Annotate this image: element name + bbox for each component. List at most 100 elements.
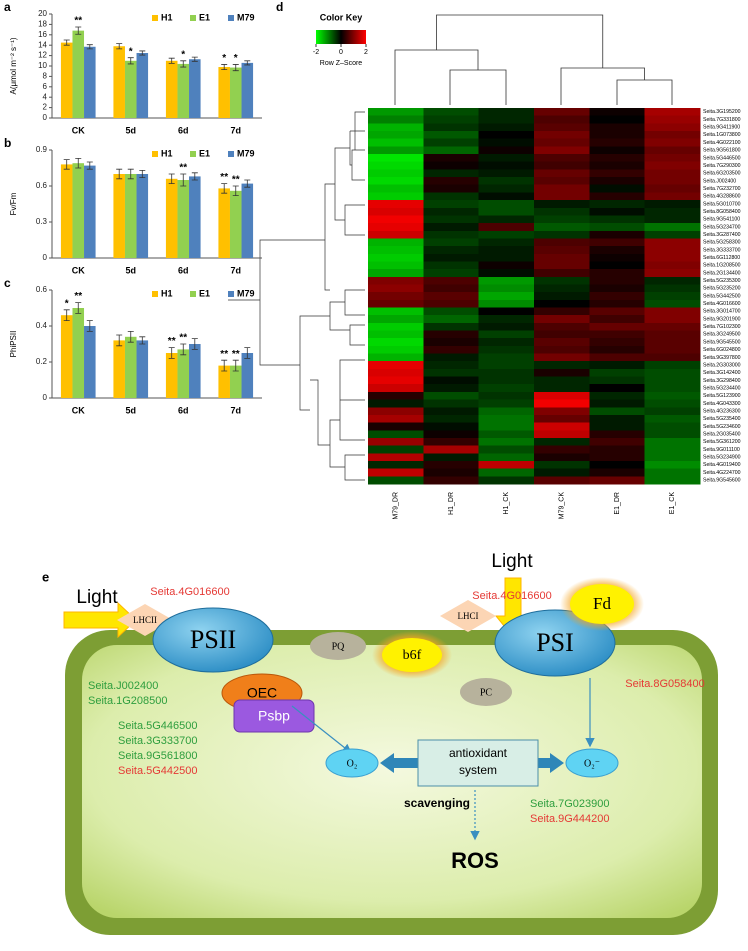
- heatmap-cell: [644, 115, 701, 124]
- heatmap-cell: [589, 276, 645, 285]
- heatmap-cell: [644, 422, 701, 431]
- heatmap-cell: [534, 453, 590, 462]
- heatmap-cell: [423, 330, 479, 339]
- heatmap-cell: [368, 430, 424, 439]
- key-label: Row Z–Score: [320, 60, 363, 67]
- heatmap-cell: [534, 292, 590, 301]
- heatmap-cell: [478, 246, 535, 255]
- heatmap-cell: [423, 468, 479, 477]
- legend-swatch: [228, 291, 234, 297]
- heatmap-cell: [644, 315, 701, 324]
- gene-label: Seita.8G058400: [625, 678, 705, 690]
- heatmap-cell: [368, 445, 424, 454]
- cell-interior: [82, 645, 702, 918]
- gene-label: Seita.1G208500: [88, 695, 168, 707]
- heatmap-cell: [589, 138, 645, 147]
- row-label: Seita.9G545600: [703, 478, 741, 484]
- row-label: Seita.4G043300: [703, 401, 741, 407]
- heatmap-cell: [478, 391, 535, 400]
- heatmap-cell: [644, 123, 701, 132]
- error-bar: [63, 159, 70, 170]
- heatmap-cell: [368, 223, 424, 232]
- gene-label: Seita.3G333700: [118, 735, 198, 747]
- heatmap-cell: [644, 345, 701, 354]
- heatmap-cell: [478, 238, 535, 247]
- gene-label: Seita.J002400: [88, 680, 158, 692]
- heatmap-cell: [644, 468, 701, 477]
- row-label: Seita.7G331800: [703, 117, 741, 123]
- heatmap-cell: [534, 276, 590, 285]
- y-tick-label: 12: [38, 51, 47, 60]
- heatmap-cell: [423, 123, 479, 132]
- y-tick-label: 14: [38, 40, 47, 49]
- heatmap-cell: [534, 468, 590, 477]
- heatmap-cell: [368, 315, 424, 324]
- heatmap-cell: [534, 246, 590, 255]
- heatmap-cell: [423, 307, 479, 316]
- heatmap-cell: [644, 223, 701, 232]
- error-bar: [180, 173, 187, 187]
- heatmap-cell: [478, 146, 535, 155]
- heatmap-cell: [423, 345, 479, 354]
- bar: [136, 53, 149, 118]
- heatmap-cell: [589, 361, 645, 370]
- heatmap-cell: [423, 115, 479, 124]
- heatmap-cell: [644, 330, 701, 339]
- heatmap-cell: [534, 184, 590, 193]
- heatmap-cell: [589, 391, 645, 400]
- gene-label: Seita.7G023900: [530, 798, 610, 810]
- heatmap-cell: [368, 207, 424, 216]
- heatmap-cell: [644, 307, 701, 316]
- bar: [113, 174, 125, 258]
- heatmap-cell: [534, 338, 590, 347]
- heatmap-cell: [534, 123, 590, 132]
- error-bar: [244, 179, 251, 188]
- bar: [124, 60, 137, 118]
- heatmap-cell: [423, 292, 479, 301]
- heatmap-cell: [534, 445, 590, 454]
- error-bar: [63, 309, 70, 321]
- heatmap-cell: [534, 230, 590, 239]
- heatmap-cell: [478, 200, 535, 209]
- error-bar: [180, 60, 187, 68]
- y-axis-label: Fv/Fm: [9, 192, 18, 215]
- heatmap-cell: [423, 299, 479, 308]
- heatmap-cell: [644, 276, 701, 285]
- heatmap-cell: [644, 460, 701, 469]
- row-label: Seita.5G442500: [703, 293, 741, 299]
- heatmap-cell: [478, 184, 535, 193]
- heatmap-cell: [644, 399, 701, 408]
- heatmap-cell: [368, 407, 424, 416]
- heatmap-cell: [534, 460, 590, 469]
- error-bar: [244, 60, 251, 66]
- significance-mark: **: [232, 175, 240, 186]
- heatmap-cell: [478, 269, 535, 278]
- heatmap-cell: [534, 169, 590, 178]
- color-key: [316, 30, 366, 44]
- error-bar: [86, 44, 93, 50]
- heatmap-cell: [644, 192, 701, 201]
- psii-shape: [152, 607, 274, 673]
- heatmap-cell: [589, 315, 645, 324]
- heatmap-cell: [644, 207, 701, 216]
- y-axis-label: PhiPSII: [9, 331, 18, 358]
- x-tick-label: 7d: [230, 265, 241, 275]
- y-tick-label: 8: [43, 72, 48, 81]
- heatmap-cell: [368, 422, 424, 431]
- y-tick-label: 16: [38, 30, 47, 39]
- heatmap-cell: [368, 276, 424, 285]
- heatmap-cell: [423, 177, 479, 186]
- heatmap-cell: [423, 422, 479, 431]
- heatmap-cell: [644, 445, 701, 454]
- heatmap-cell: [368, 322, 424, 331]
- heatmap-cell: [368, 453, 424, 462]
- heatmap-cell: [589, 353, 645, 362]
- heatmap-cell: [644, 284, 701, 293]
- legend-label: H1: [161, 148, 173, 158]
- heatmap-cell: [644, 338, 701, 347]
- heatmap-cell: [423, 391, 479, 400]
- heatmap-cell: [368, 361, 424, 370]
- heatmap-cell: [478, 407, 535, 416]
- column-label: H1_DR: [448, 492, 455, 515]
- y-tick-label: 0.6: [36, 181, 48, 190]
